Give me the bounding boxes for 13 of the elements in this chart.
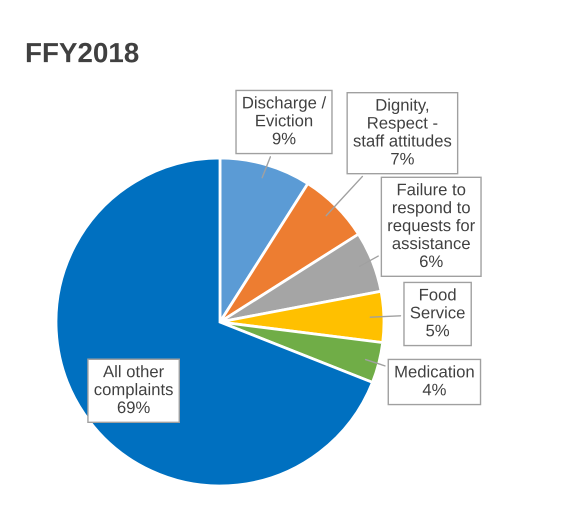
legend-label: Failure to respond to requests for assistance [388, 183, 475, 250]
data-label: 7% [391, 152, 414, 165]
slice-label: All other complaints [94, 365, 173, 399]
slice-label: Dignity, Respect - staff attitudes [353, 98, 452, 147]
chart-title: FFY2018 [26, 42, 138, 62]
data-label: 9% [272, 132, 296, 144]
slice-label: Food Service [410, 288, 465, 318]
data-label: 4% [422, 384, 446, 396]
slice-label: Medication [395, 365, 474, 378]
data-label: 5% [426, 324, 450, 336]
data-label: 6% [420, 255, 443, 268]
slice-label: Discharge / Eviction [243, 96, 326, 126]
data-label: 69% [118, 401, 150, 414]
